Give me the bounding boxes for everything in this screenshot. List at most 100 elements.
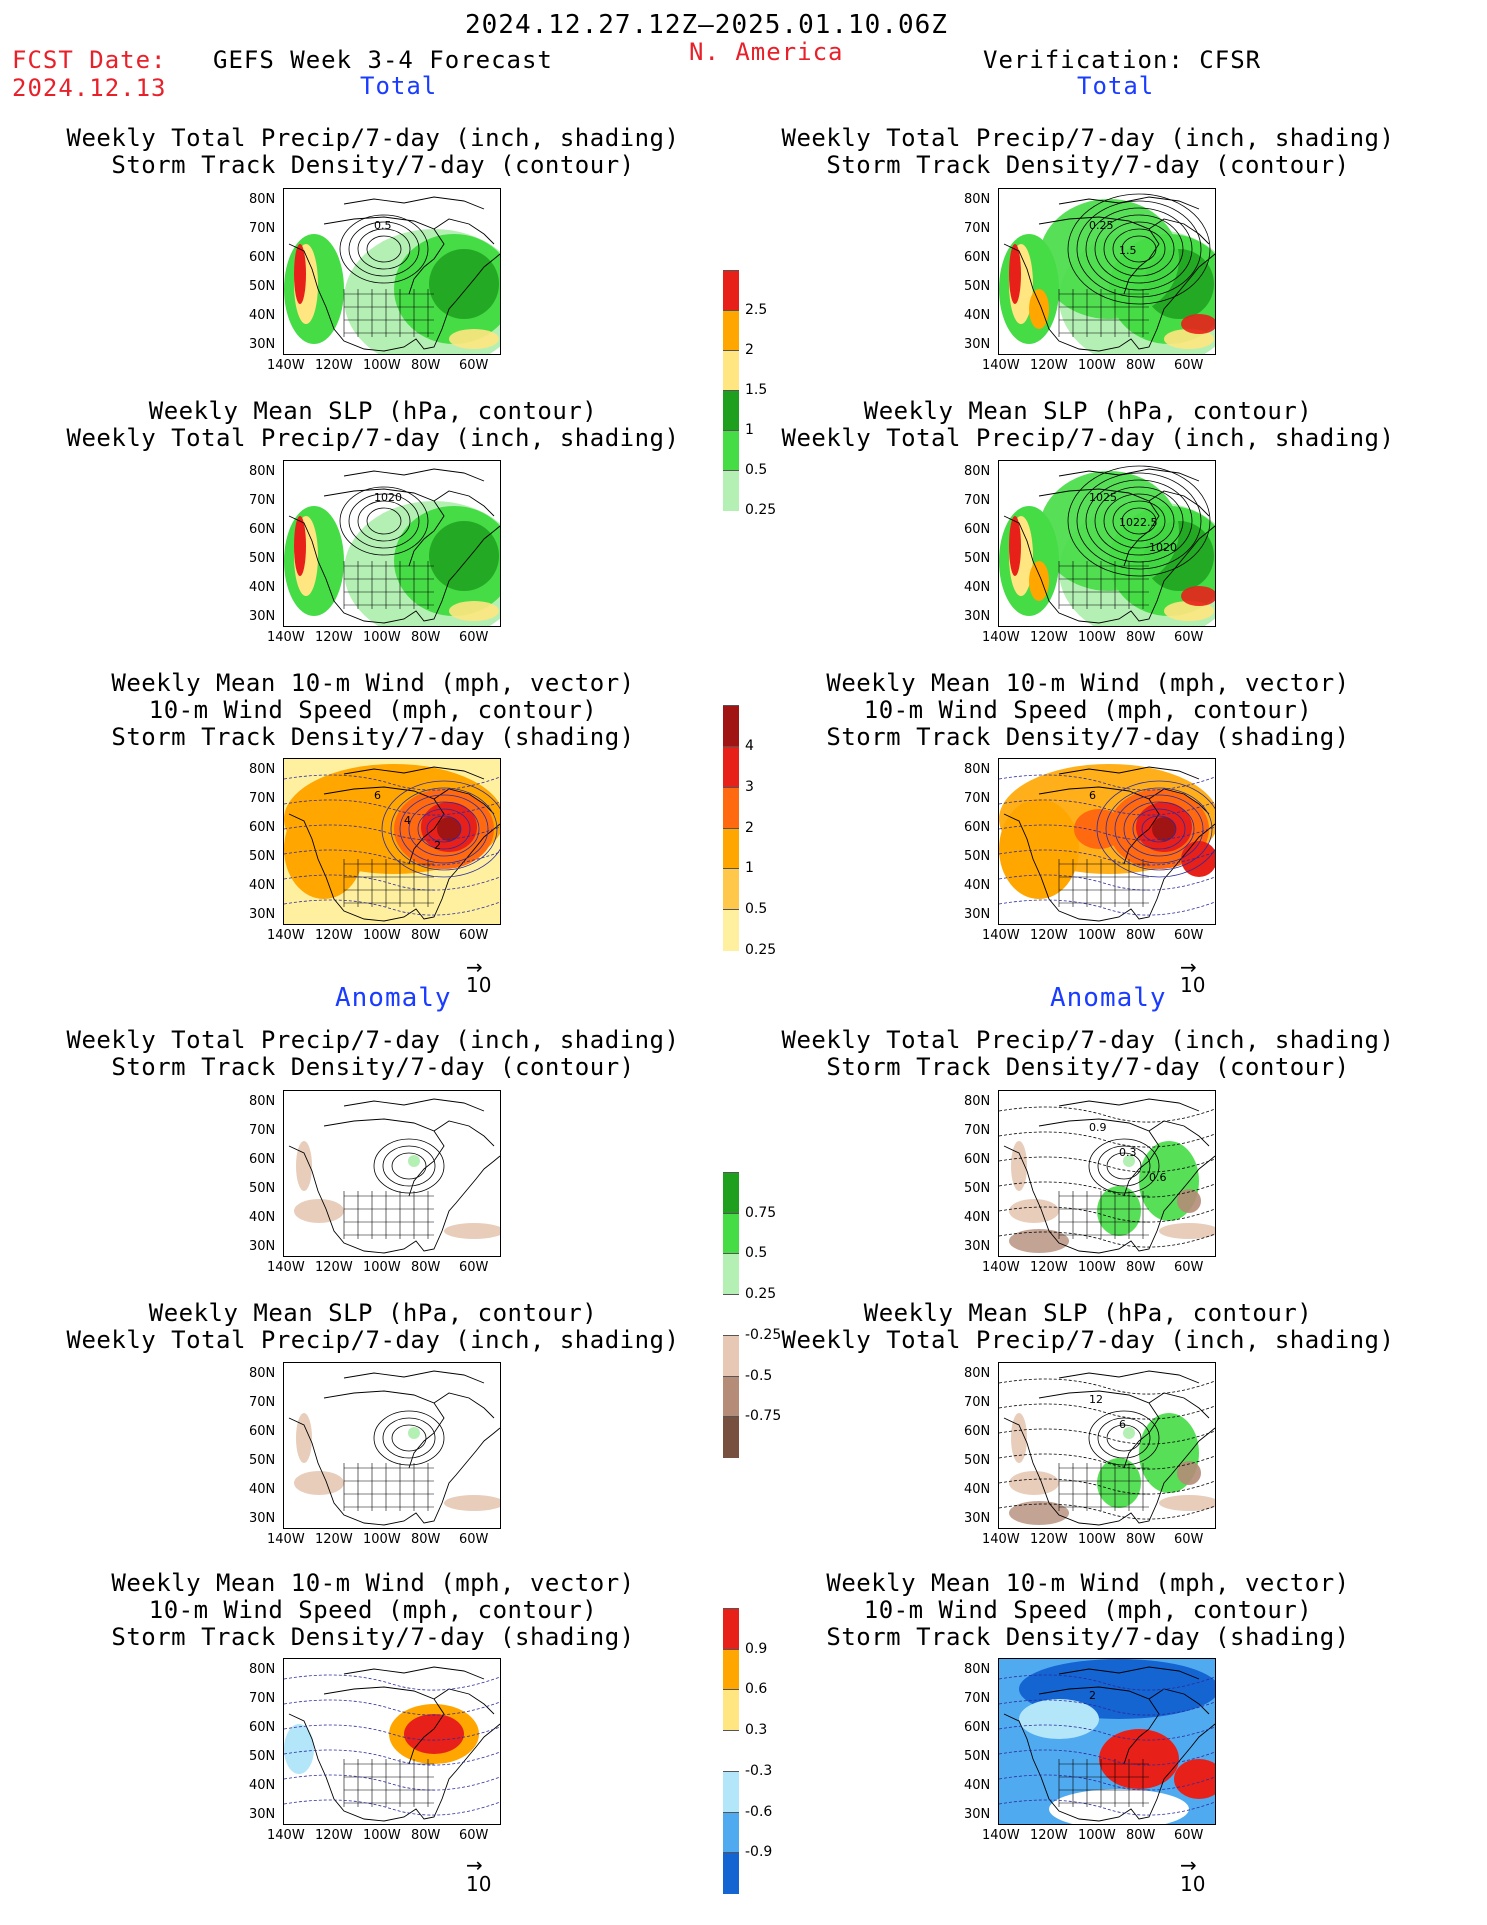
panel-title-r3-left-line2: 10-m Wind Speed (mph, contour) (148, 696, 598, 724)
lat-tick-label: 50N (964, 1453, 991, 1468)
lon-tick-label: 120W (1030, 928, 1068, 943)
colorbar-label: 0.9 (745, 1640, 768, 1657)
colorbar-label: 0.5 (745, 901, 768, 918)
colorbar-label: 0.6 (745, 1681, 768, 1698)
verification-label: Verification: CFSR (983, 46, 1262, 74)
lon-tick-label: 100W (1078, 358, 1116, 373)
colorbar-label: 2 (745, 819, 754, 836)
contour-label: 6 (1089, 789, 1096, 802)
colorbar-label: -0.3 (745, 1762, 773, 1779)
lat-tick-label: 60N (964, 1424, 991, 1439)
map-panel-r1-left: 0.5 (283, 188, 501, 355)
lat-tick-label: 40N (964, 1482, 991, 1497)
lat-tick-label: 60N (964, 820, 991, 835)
lon-tick-label: 140W (267, 928, 305, 943)
colorbar-segment (723, 430, 739, 471)
lat-tick-label: 80N (249, 762, 276, 777)
lat-tick-label: 30N (964, 1807, 991, 1822)
lon-tick-label: 80W (411, 630, 441, 645)
lat-tick-label: 50N (964, 1749, 991, 1764)
map-panel-r5-left (283, 1362, 501, 1529)
vector-ref-left-1: 10 (466, 973, 492, 997)
lat-tick-label: 70N (249, 791, 276, 806)
colorbar-segment (723, 1212, 739, 1255)
panel-title-r3-right-line2: 10-m Wind Speed (mph, contour) (863, 696, 1313, 724)
panel-title-r6-left-line2: 10-m Wind Speed (mph, contour) (148, 1596, 598, 1624)
lat-tick-label: 40N (964, 1210, 991, 1225)
forecast-title: GEFS Week 3-4 Forecast (213, 46, 553, 74)
map-panel-r1-right: 0.25 1.5 (998, 188, 1216, 355)
lat-tick-label: 70N (964, 1691, 991, 1706)
contour-label: 1.5 (1119, 244, 1137, 257)
colorbar-segment (723, 1689, 739, 1732)
lon-tick-label: 120W (315, 1828, 353, 1843)
lat-tick-label: 80N (964, 1662, 991, 1677)
lat-tick-label: 50N (964, 1181, 991, 1196)
panel-title-r2-right-line1: Weekly Mean SLP (hPa, contour) (863, 397, 1313, 425)
lat-tick-label: 60N (964, 522, 991, 537)
colorbar-segment (723, 350, 739, 391)
map-panel-r6-right: 2 (998, 1658, 1216, 1825)
panel-title-r4-right-line1: Weekly Total Precip/7-day (inch, shading… (781, 1026, 1395, 1054)
colorbar-label: -0.5 (745, 1367, 773, 1384)
panel-title-r4-right-line2: Storm Track Density/7-day (contour) (826, 1053, 1350, 1081)
lat-tick-label: 50N (964, 551, 991, 566)
panel-title-r6-right-line1: Weekly Mean 10-m Wind (mph, vector) (826, 1569, 1350, 1597)
panel-title-r6-right-line2: 10-m Wind Speed (mph, contour) (863, 1596, 1313, 1624)
lon-tick-label: 120W (315, 928, 353, 943)
lon-tick-label: 100W (363, 1828, 401, 1843)
panel-title-r3-left-line1: Weekly Mean 10-m Wind (mph, vector) (111, 669, 635, 697)
lat-tick-label: 50N (964, 279, 991, 294)
lat-tick-label: 80N (964, 192, 991, 207)
lon-tick-label: 140W (982, 358, 1020, 373)
lon-tick-label: 140W (267, 1260, 305, 1275)
colorbar-segment (723, 270, 739, 311)
lat-tick-label: 60N (964, 1720, 991, 1735)
colorbar-label: 3 (745, 778, 754, 795)
lat-tick-label: 80N (249, 1366, 276, 1381)
lon-tick-label: 60W (459, 1532, 489, 1547)
lat-tick-label: 30N (249, 1239, 276, 1254)
lon-tick-label: 80W (1126, 358, 1156, 373)
panel-title-r3-left-line3: Storm Track Density/7-day (shading) (111, 723, 635, 751)
lat-tick-label: 70N (249, 221, 276, 236)
lon-tick-label: 120W (315, 1260, 353, 1275)
colorbar-segment (723, 1253, 739, 1296)
panel-title-r5-left-line2: Weekly Total Precip/7-day (inch, shading… (66, 1326, 680, 1354)
lon-tick-label: 80W (411, 1828, 441, 1843)
contour-label: 0.6 (1149, 1171, 1167, 1184)
colorbar-storm_anom (723, 1608, 739, 1894)
colorbar-segment (723, 1648, 739, 1691)
lon-tick-label: 140W (267, 1532, 305, 1547)
vector-ref-arrow-right-2: → (1180, 1853, 1197, 1877)
lat-tick-label: 40N (964, 580, 991, 595)
map-panel-r6-left (283, 1658, 501, 1825)
map-panel-r3-left: 6 4 2 (283, 758, 501, 925)
lat-tick-label: 70N (964, 221, 991, 236)
map-panel-r4-right: 0.9 0.3 0.6 (998, 1090, 1216, 1257)
lon-tick-label: 60W (459, 1828, 489, 1843)
colorbar-label: 0.25 (745, 942, 777, 958)
lat-tick-label: 30N (249, 337, 276, 352)
lon-tick-label: 80W (1126, 928, 1156, 943)
lon-tick-label: 120W (1030, 630, 1068, 645)
lat-tick-label: 70N (249, 493, 276, 508)
colorbar-segment (723, 1375, 739, 1418)
lon-tick-label: 120W (1030, 1532, 1068, 1547)
lon-tick-label: 60W (459, 928, 489, 943)
lon-tick-label: 140W (982, 928, 1020, 943)
lat-tick-label: 40N (249, 580, 276, 595)
lat-tick-label: 40N (249, 1778, 276, 1793)
colorbar-segment (723, 909, 739, 951)
colorbar-label: -0.25 (745, 1326, 782, 1343)
lon-tick-label: 140W (982, 1532, 1020, 1547)
panel-title-r5-left-line1: Weekly Mean SLP (hPa, contour) (148, 1299, 598, 1327)
colorbar-label: 2 (745, 342, 754, 358)
map-panel-r2-left: 1020 (283, 460, 501, 627)
colorbar-label: 0.75 (745, 1204, 777, 1221)
lat-tick-label: 30N (964, 609, 991, 624)
contour-label: 6 (374, 789, 381, 802)
panel-title-r6-right-line3: Storm Track Density/7-day (shading) (826, 1623, 1350, 1651)
lon-tick-label: 140W (982, 1828, 1020, 1843)
lon-tick-label: 80W (411, 1260, 441, 1275)
